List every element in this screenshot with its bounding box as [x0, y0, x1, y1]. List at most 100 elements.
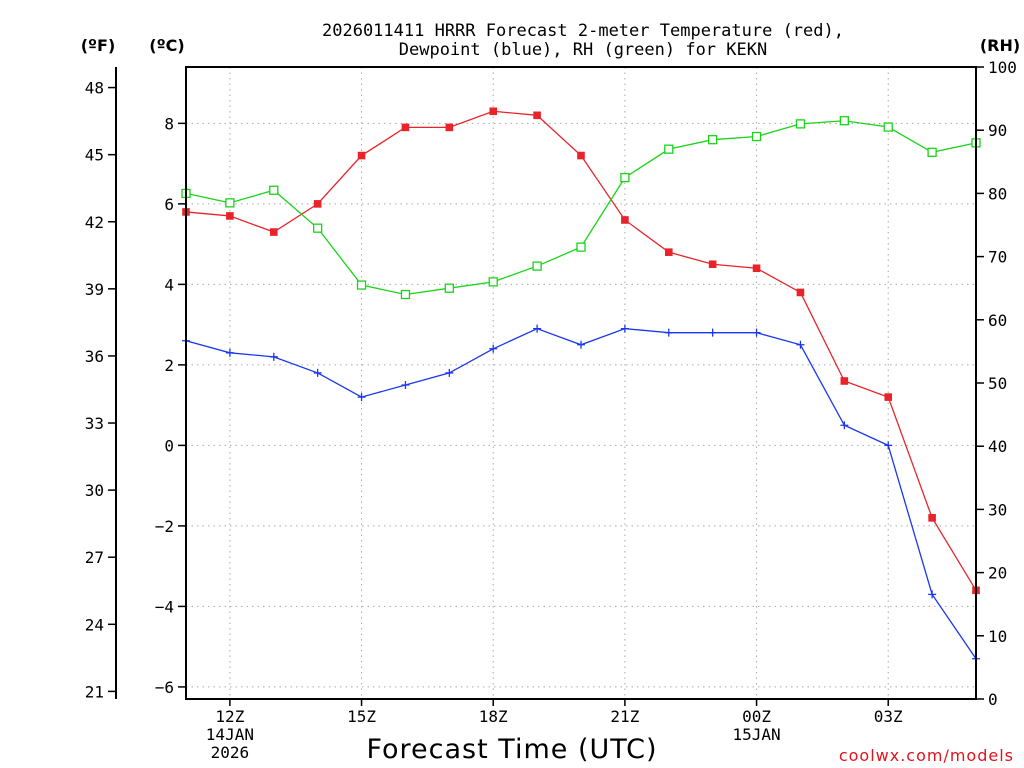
- dewpoint-point: [269, 352, 278, 361]
- dewpoint-point: [620, 324, 629, 333]
- rh-unit-label: (RH): [980, 36, 1020, 55]
- dewpoint-point: [533, 324, 542, 333]
- dewpoint-point: [577, 340, 585, 349]
- credit-text: coolwx.com/models: [839, 746, 1014, 765]
- dewpoint-point: [928, 590, 937, 599]
- temperature-line: [185, 110, 977, 591]
- plot-frame: [185, 66, 977, 700]
- temperature-point: [621, 216, 629, 224]
- celsius-tick-label: −4: [155, 597, 174, 616]
- rh-tick-label: 0: [988, 690, 998, 709]
- temperature-point: [577, 151, 585, 160]
- rh-tick-label: 60: [988, 311, 1007, 330]
- relative-humidity-point: [444, 283, 454, 293]
- celsius-tick-label: 0: [164, 436, 174, 455]
- dewpoint-point: [313, 368, 322, 377]
- fahrenheit-tick-label: 24: [85, 615, 104, 634]
- relative-humidity-point: [225, 198, 235, 208]
- temperature-point: [489, 107, 498, 116]
- dewpoint-point: [225, 348, 234, 357]
- dewpoint-point: [357, 393, 366, 402]
- temperature-point: [664, 248, 673, 256]
- relative-humidity-point: [708, 135, 718, 145]
- temperature-point: [533, 111, 541, 120]
- x-tick-label: 18Z: [479, 707, 508, 726]
- relative-humidity-point: [620, 172, 630, 183]
- relative-humidity-point: [751, 131, 762, 142]
- fahrenheit-tick-label: 21: [85, 682, 104, 701]
- dewpoint-point: [708, 328, 717, 337]
- celsius-tick-label: 2: [164, 356, 174, 375]
- fahrenheit-tick-label: 42: [85, 213, 104, 232]
- rh-tick-label: 30: [988, 500, 1007, 519]
- rh-tick-label: 80: [988, 184, 1007, 203]
- fahrenheit-tick-label: 48: [85, 79, 104, 98]
- relative-humidity-point: [839, 116, 849, 126]
- series-layer: [181, 107, 981, 663]
- rh-tick-label: 10: [988, 627, 1007, 646]
- dewpoint-point: [796, 340, 805, 349]
- dewpoint-point: [840, 421, 849, 430]
- x-tick-label: 03Z: [874, 707, 903, 726]
- relative-humidity-point: [576, 242, 586, 252]
- fahrenheit-unit-label: (ºF): [81, 36, 116, 55]
- temperature-point: [884, 393, 893, 401]
- dewpoint-point: [489, 344, 498, 353]
- x-tick-date-label: 14JAN: [206, 725, 254, 744]
- dewpoint-line: [185, 327, 977, 660]
- relative-humidity-point: [532, 261, 542, 271]
- temperature-point: [357, 151, 366, 160]
- relative-humidity-point: [400, 289, 411, 300]
- fahrenheit-tick-label: 39: [85, 280, 104, 299]
- fahrenheit-tick-label: 33: [85, 414, 104, 433]
- x-tick-date-label: 15JAN: [732, 725, 780, 744]
- fahrenheit-tick-label: 27: [85, 548, 104, 567]
- temperature-point: [445, 123, 454, 132]
- temperature-point: [752, 264, 761, 273]
- rh-tick-label: 20: [988, 564, 1007, 583]
- temperature-point: [928, 514, 936, 522]
- x-tick-date-label: 2026: [211, 743, 250, 762]
- celsius-unit-label: (ºC): [149, 36, 184, 55]
- dewpoint-point: [664, 328, 673, 337]
- dewpoint-point: [401, 381, 410, 390]
- temperature-point: [840, 377, 849, 385]
- relative-humidity-point: [927, 147, 937, 157]
- celsius-tick-label: 8: [164, 114, 174, 133]
- fahrenheit-tick-label: 30: [85, 481, 104, 500]
- rh-tick-label: 90: [988, 121, 1007, 140]
- temperature-point: [226, 212, 234, 220]
- chart-title-line-2: Dewpoint (blue), RH (green) for KEKN: [399, 40, 767, 60]
- dewpoint-point: [884, 441, 893, 450]
- relative-humidity-point: [488, 277, 498, 287]
- relative-humidity-point: [883, 122, 893, 132]
- celsius-tick-label: −6: [155, 678, 174, 697]
- x-axis-label: Forecast Time (UTC): [366, 734, 657, 765]
- rh-tick-label: 50: [988, 374, 1007, 393]
- celsius-tick-label: −2: [155, 517, 174, 536]
- temperature-point: [708, 260, 717, 269]
- rh-tick-label: 70: [988, 248, 1007, 267]
- x-tick-label: 12Z: [215, 707, 244, 726]
- x-tick-label: 15Z: [347, 707, 376, 726]
- relative-humidity-line: [185, 120, 977, 296]
- relative-humidity-point: [313, 223, 323, 233]
- relative-humidity-point: [269, 185, 279, 195]
- fahrenheit-tick-label: 36: [85, 347, 104, 366]
- x-tick-label: 21Z: [610, 707, 639, 726]
- fahrenheit-tick-label: 45: [85, 146, 104, 165]
- dewpoint-point: [752, 328, 761, 337]
- rh-tick-label: 40: [988, 437, 1007, 456]
- temperature-point: [269, 228, 278, 236]
- x-tick-label: 00Z: [742, 707, 771, 726]
- celsius-tick-label: 6: [164, 195, 174, 214]
- temperature-point: [313, 200, 322, 208]
- chart-title-line-1: 2026011411 HRRR Forecast 2-meter Tempera…: [322, 21, 844, 41]
- rh-tick-label: 100: [988, 58, 1017, 77]
- relative-humidity-point: [356, 280, 367, 290]
- relative-humidity-point: [664, 144, 674, 154]
- relative-humidity-point: [795, 119, 806, 129]
- gridlines: [186, 67, 976, 699]
